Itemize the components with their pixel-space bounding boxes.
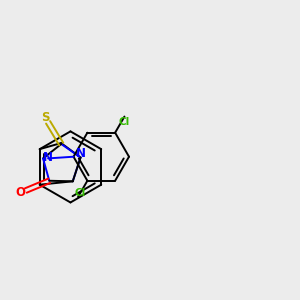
- Text: N: N: [43, 151, 53, 164]
- Text: N: N: [76, 147, 86, 160]
- Text: Cl: Cl: [119, 117, 130, 127]
- Text: S: S: [41, 111, 49, 124]
- Text: O: O: [15, 186, 25, 199]
- Text: Cl: Cl: [74, 188, 85, 199]
